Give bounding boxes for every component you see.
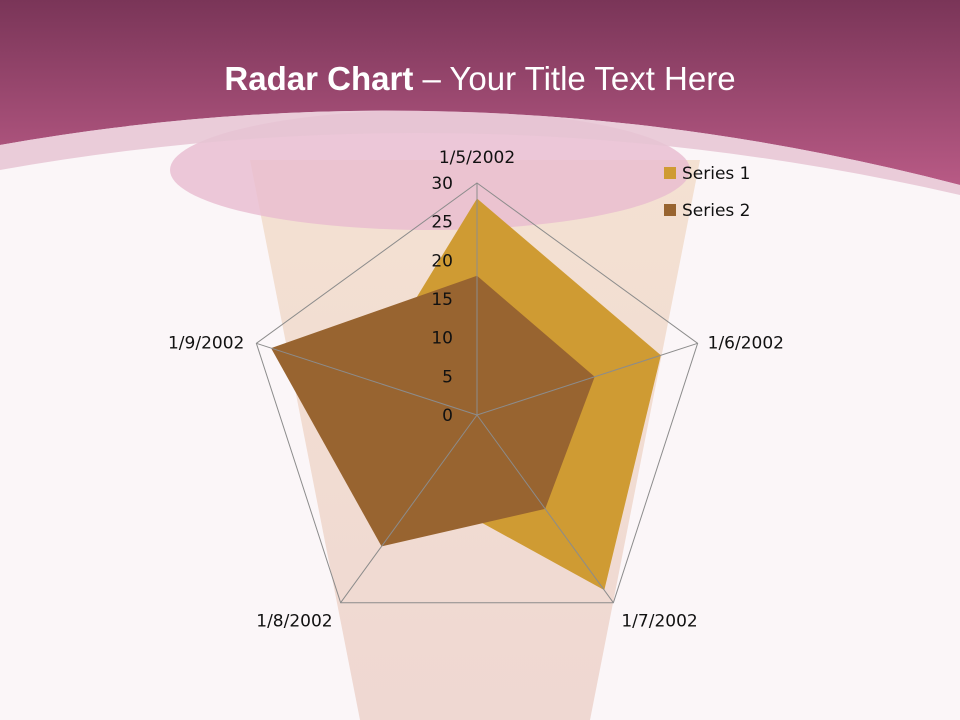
tick-label: 25 — [431, 213, 453, 233]
header-band — [0, 0, 960, 185]
header-arc — [0, 110, 960, 195]
tick-label: 30 — [431, 174, 453, 194]
legend-entry: Series 1 — [682, 164, 751, 184]
slide-title: Radar Chart – Your Title Text Here — [224, 60, 736, 97]
category-label: 1/7/2002 — [621, 612, 697, 632]
tick-label: 5 — [442, 367, 453, 387]
outer-gridline — [255, 182, 699, 604]
tick-label: 0 — [442, 406, 453, 426]
legend-entry: Series 2 — [682, 201, 751, 221]
category-label: 1/8/2002 — [256, 612, 332, 632]
axis-spoke — [340, 414, 478, 603]
series-2-area — [271, 275, 595, 547]
axis-spoke — [476, 342, 698, 416]
category-label: 1/9/2002 — [168, 333, 244, 353]
axis-spoke — [476, 414, 614, 603]
category-label: 1/6/2002 — [708, 333, 784, 353]
ice-cream-image — [170, 110, 690, 230]
axis-spoke — [256, 342, 478, 416]
tick-label: 15 — [431, 290, 453, 310]
tick-label: 10 — [431, 329, 453, 349]
category-label: 1/5/2002 — [439, 148, 515, 168]
tick-label: 20 — [431, 251, 453, 271]
legend-swatch — [664, 167, 676, 179]
legend-swatch — [664, 204, 676, 216]
